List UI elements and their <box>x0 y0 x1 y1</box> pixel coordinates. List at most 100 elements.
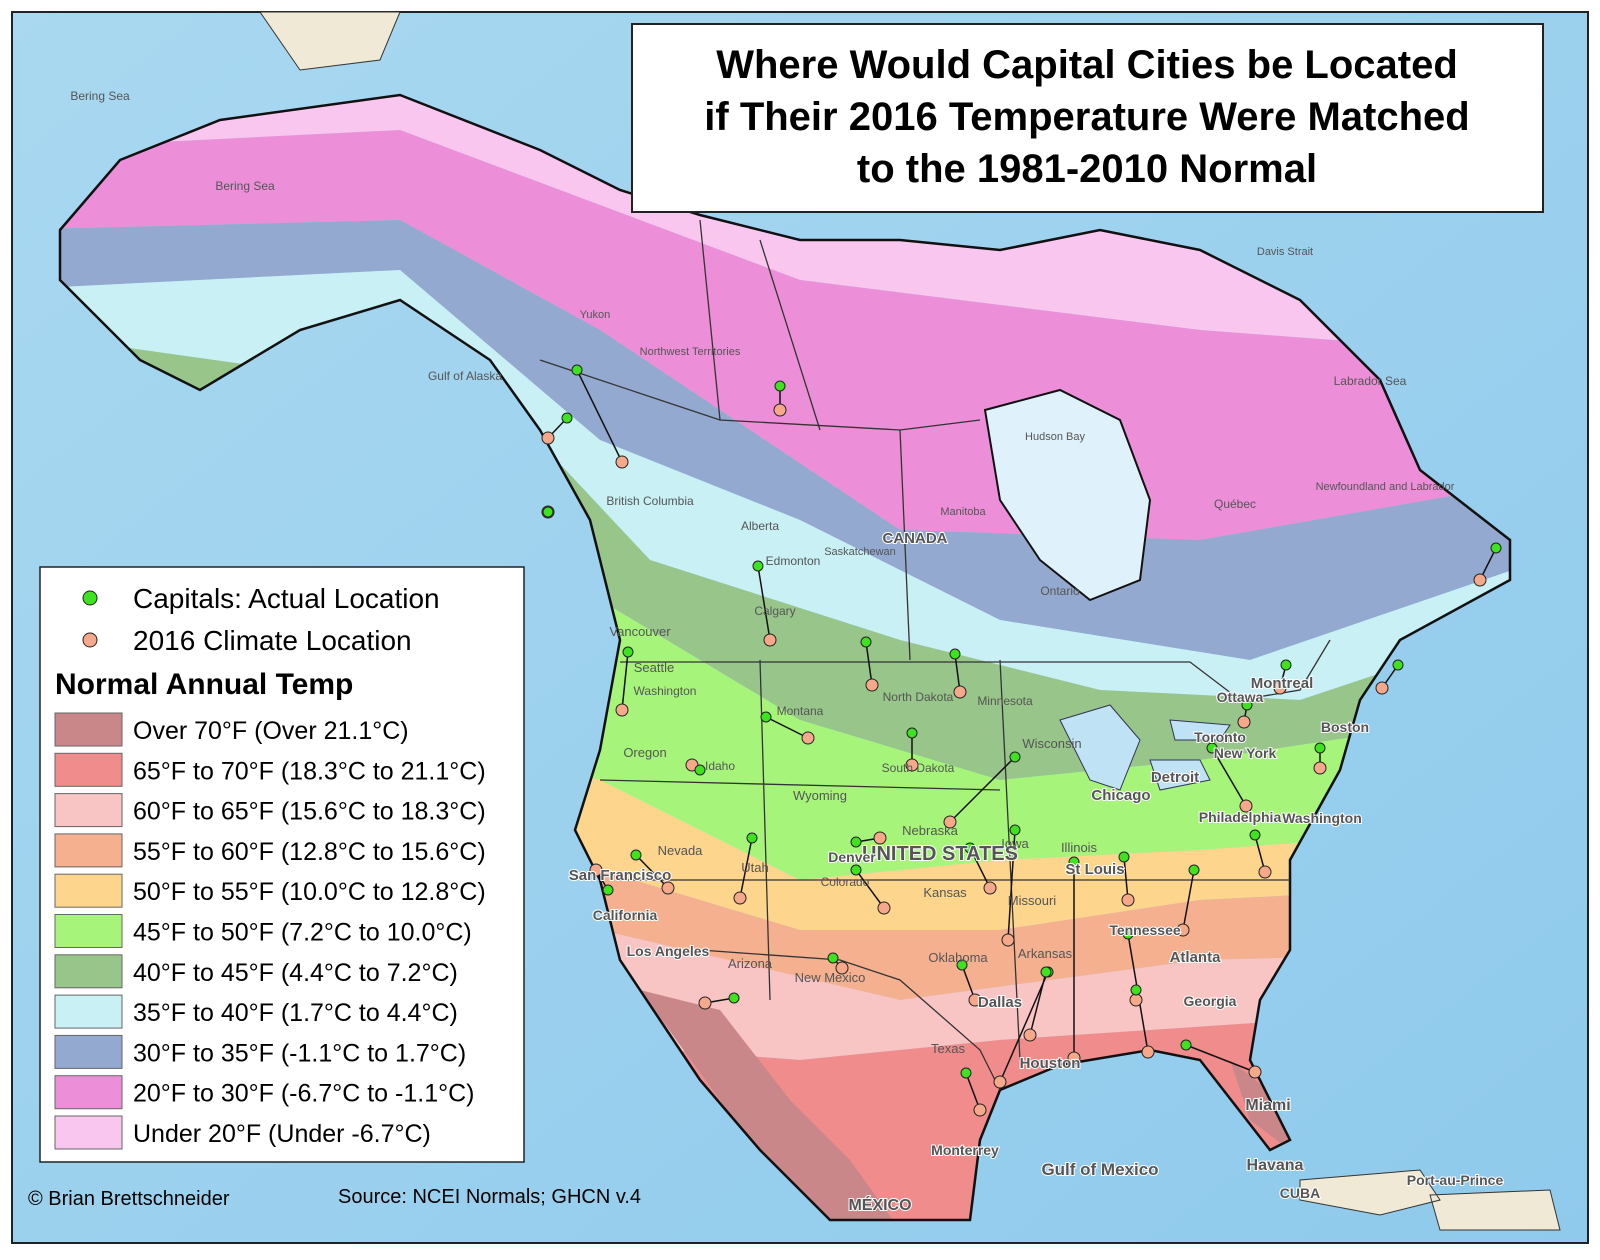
map-label: Tennessee <box>1109 922 1181 938</box>
map-label: Nevada <box>658 843 704 858</box>
climate-location <box>877 901 891 915</box>
borders <box>539 219 1331 1091</box>
map-label: Montana <box>777 704 824 718</box>
capital-shift <box>1007 829 1016 941</box>
capital-shift <box>1185 1044 1256 1073</box>
actual-location <box>956 959 968 971</box>
actual-location <box>561 412 573 424</box>
map-label: Hudson Bay <box>1025 431 1085 443</box>
actual-location <box>542 506 554 518</box>
map-label: Saskatchewan <box>824 546 896 558</box>
map-label: New York <box>1214 745 1277 761</box>
actual-location <box>1206 742 1218 754</box>
map-label: Nebraska <box>902 823 958 838</box>
actual-location <box>694 764 706 776</box>
legend-climate-marker <box>82 632 98 648</box>
actual-location <box>630 849 642 861</box>
map-label: South Dakota <box>882 761 955 775</box>
climate-location <box>1375 681 1389 695</box>
map-label: Manitoba <box>940 506 986 518</box>
actual-location <box>906 727 918 739</box>
capital-shift <box>949 756 1016 823</box>
capital-shift <box>865 641 873 686</box>
legend-label: 35°F to 40°F (1.7°C to 4.4°C) <box>133 999 458 1027</box>
map-label: Kansas <box>923 885 967 900</box>
actual-location <box>1241 699 1253 711</box>
legend-label: 40°F to 45°F (4.4°C to 7.2°C) <box>133 959 458 987</box>
title-line: to the 1981-2010 Normal <box>857 147 1317 191</box>
capitals <box>541 364 1502 1117</box>
capital-shift <box>1029 971 1047 1036</box>
legend-label: Under 20°F (Under -6.7°C) <box>133 1120 431 1148</box>
legend-actual-marker <box>82 590 98 606</box>
capital-shift <box>621 651 629 711</box>
map-label: Havana <box>1247 1157 1304 1174</box>
map-label: Ontario <box>1040 584 1080 598</box>
map-label: British Columbia <box>606 494 694 508</box>
map-label: Oklahoma <box>928 950 988 965</box>
legend-entry: 2016 Climate Location <box>133 625 412 656</box>
climate-location <box>973 1103 987 1117</box>
actual-location <box>760 711 772 723</box>
map-label: Los Angeles <box>627 943 710 959</box>
actual-location <box>728 992 740 1004</box>
legend-swatch <box>54 1034 123 1069</box>
caribbean-islands <box>1299 1169 1561 1231</box>
map-label: Gulf of Alaska <box>428 369 502 383</box>
climate-location <box>1001 933 1015 947</box>
climate-location <box>905 758 919 772</box>
climate-location <box>1067 1051 1081 1065</box>
legend-label: Over 70°F (Over 21.1°C) <box>133 717 409 745</box>
climate-location <box>1023 1028 1037 1042</box>
legend-swatch <box>54 914 123 948</box>
map-label: Washington <box>634 684 697 698</box>
map-label: Yukon <box>580 309 611 321</box>
actual-location <box>571 364 583 376</box>
temp-band <box>1230 1060 1290 1150</box>
siberia <box>259 11 401 71</box>
capital-shift <box>765 716 809 739</box>
legend-swatch <box>54 752 123 787</box>
legend-swatch <box>54 793 123 828</box>
actual-location <box>622 646 634 658</box>
capital-shift <box>969 847 991 889</box>
map-label: Detroit <box>1151 769 1199 786</box>
actual-location <box>774 380 786 392</box>
map-labels: Bering Sea Bering Sea Gulf of Alaska Hudson… <box>70 89 1504 1215</box>
climate-location <box>1313 761 1327 775</box>
actual-location <box>1188 864 1200 876</box>
map-label: New Mexico <box>795 970 866 985</box>
legend-label: 30°F to 35°F (-1.1°C to 1.7°C) <box>133 1039 466 1067</box>
map-label: Davis Strait <box>1257 246 1313 258</box>
climate-location <box>865 678 879 692</box>
map-label: Houston <box>1020 1055 1081 1072</box>
map-label: Colorado <box>821 875 870 889</box>
climate-location <box>835 961 849 975</box>
legend-label: 60°F to 65°F (15.6°C to 18.3°C) <box>133 798 486 826</box>
climate-location <box>1121 893 1135 907</box>
climate-location <box>968 993 982 1007</box>
actual-location <box>1118 851 1130 863</box>
map-label: Miami <box>1245 1097 1290 1114</box>
legend-swatch <box>54 954 123 989</box>
capital-shift <box>965 1072 981 1111</box>
legend-swatch <box>54 873 123 908</box>
capital-shift <box>1123 856 1129 901</box>
map-label: Ottawa <box>1217 689 1264 705</box>
hudson-bay <box>983 388 1152 602</box>
map-label: CUBA <box>1280 1185 1320 1201</box>
actual-location <box>1314 742 1326 754</box>
legend-swatch <box>54 1115 123 1150</box>
title-line: Where Would Capital Cities be Located <box>716 43 1458 87</box>
map-label: San Francisco <box>569 867 672 884</box>
map-label: Monterrey <box>931 1142 999 1158</box>
map-label: Georgia <box>1184 993 1237 1009</box>
climate-location <box>1237 715 1251 729</box>
climate-location <box>943 815 957 829</box>
actual-location <box>964 842 976 854</box>
map-label: Northwest Territories <box>640 346 741 358</box>
legend-swatch <box>54 833 123 868</box>
title-line: if Their 2016 Temperature Were Matched <box>704 95 1469 139</box>
climate-location <box>1239 799 1253 813</box>
